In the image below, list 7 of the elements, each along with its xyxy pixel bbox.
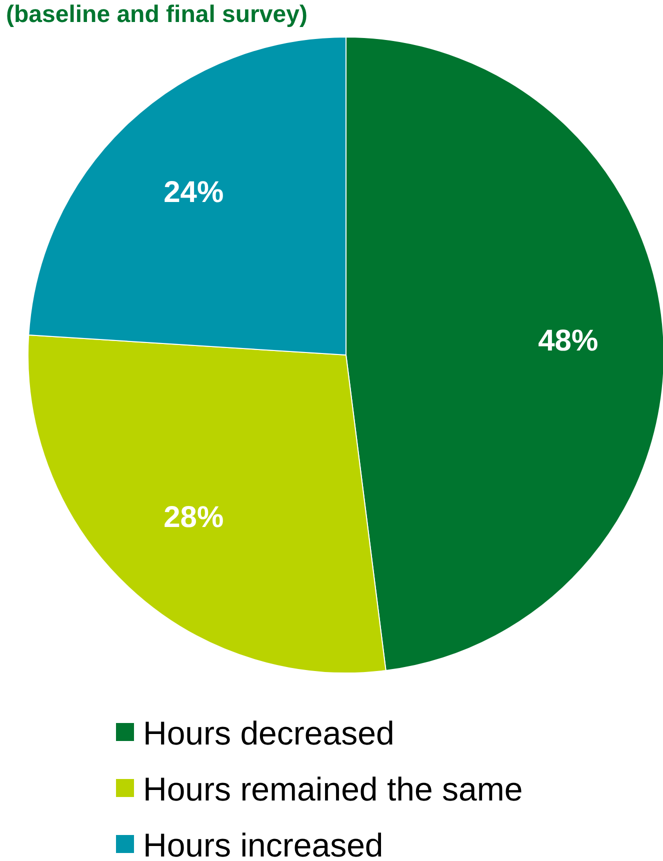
legend-label: Hours increased [143,826,384,861]
data-label: 48% [538,324,598,358]
legend-label: Hours decreased [143,714,394,752]
chart-title: (baseline and final survey) [6,1,308,28]
legend-label: Hours remained the same [143,770,523,808]
data-label: 24% [164,176,224,210]
data-label: 28% [164,500,224,534]
